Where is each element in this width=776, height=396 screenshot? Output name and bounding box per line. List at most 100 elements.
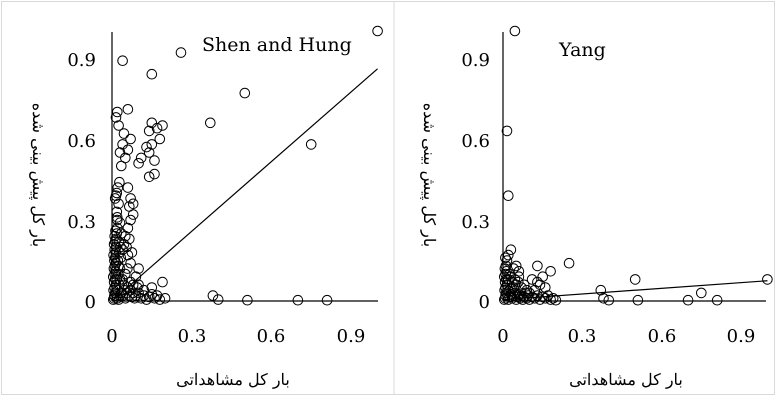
y-tick-labels: 0 0.3 0.6 0.9 <box>461 50 490 313</box>
data-point <box>157 276 168 288</box>
data-point <box>159 293 171 304</box>
data-point <box>503 249 514 261</box>
data-point <box>133 287 144 299</box>
x-tick-labels: 0 0.3 0.6 0.9 <box>497 326 755 347</box>
data-point <box>114 274 126 285</box>
data-point <box>117 55 128 67</box>
data-point <box>117 244 128 255</box>
points-group <box>499 25 773 306</box>
trendline <box>111 68 378 302</box>
data-point <box>212 294 224 305</box>
data-point <box>518 279 530 291</box>
data-point <box>135 152 147 164</box>
data-point <box>110 225 121 237</box>
data-point <box>133 158 144 169</box>
data-point <box>122 144 134 156</box>
x-axis-label: بار کل مشاهداتی <box>176 370 290 389</box>
data-point <box>529 293 541 304</box>
data-point <box>509 25 521 37</box>
data-point <box>711 294 723 306</box>
y-tick-label: 0.6 <box>461 131 490 152</box>
data-point <box>157 120 168 131</box>
data-point <box>118 239 130 250</box>
data-point <box>143 147 155 158</box>
data-point <box>524 287 535 299</box>
data-point <box>117 139 128 150</box>
y-tick-label: 0.6 <box>67 131 96 152</box>
data-point <box>507 276 518 288</box>
data-point <box>762 274 773 285</box>
data-point <box>143 125 155 137</box>
data-point <box>120 268 131 280</box>
data-point <box>510 260 522 272</box>
points-group <box>108 25 383 306</box>
data-point <box>595 284 607 296</box>
x-tick-label: 0 <box>497 326 508 347</box>
data-point <box>696 287 707 299</box>
data-point <box>109 230 120 242</box>
data-point <box>125 133 136 145</box>
data-point <box>133 263 144 274</box>
data-point <box>110 112 122 123</box>
data-point <box>598 293 609 304</box>
data-point <box>112 182 124 193</box>
data-point <box>122 222 134 234</box>
data-point <box>138 284 150 296</box>
scatter-panel-shen-hung: 0 0.3 0.6 0.9 0 0.3 0.6 0.9 Shen and Hun… <box>29 25 383 389</box>
data-point <box>563 257 575 269</box>
data-point <box>500 252 511 264</box>
data-point <box>151 122 163 134</box>
data-point <box>146 139 158 150</box>
data-point <box>133 279 144 291</box>
data-point <box>113 120 124 131</box>
x-tick-label: 0.9 <box>337 326 366 347</box>
data-point <box>508 263 519 274</box>
data-point <box>545 266 556 277</box>
x-tick-label: 0 <box>106 326 117 347</box>
data-point <box>534 279 546 291</box>
y-tick-label: 0.3 <box>461 212 490 233</box>
data-point <box>154 133 166 145</box>
data-point <box>114 217 126 228</box>
data-point <box>537 271 549 283</box>
data-point <box>112 106 123 118</box>
data-point <box>372 25 383 37</box>
data-point <box>149 155 160 166</box>
data-point <box>305 139 317 150</box>
data-point <box>526 274 538 285</box>
data-point <box>547 293 559 304</box>
x-tick-label: 0.3 <box>568 326 597 347</box>
x-tick-labels: 0 0.3 0.6 0.9 <box>106 326 365 347</box>
data-point <box>154 294 166 305</box>
chart-title: Yang <box>558 39 606 61</box>
data-point <box>146 68 158 80</box>
data-point <box>242 294 253 306</box>
y-tick-label: 0 <box>85 292 96 313</box>
data-point <box>122 263 133 274</box>
data-point <box>632 294 644 306</box>
data-point <box>108 249 119 261</box>
y-tick-label: 0.9 <box>67 50 96 71</box>
x-tick-label: 0.6 <box>648 326 677 347</box>
x-tick-label: 0.9 <box>727 326 756 347</box>
data-point <box>113 260 124 272</box>
x-tick-label: 0.6 <box>257 326 286 347</box>
data-point <box>143 171 155 183</box>
data-point <box>114 176 125 188</box>
y-tick-label: 0.9 <box>461 50 490 71</box>
data-point <box>120 230 131 242</box>
data-point <box>501 125 513 137</box>
data-point <box>115 241 126 253</box>
y-tick-label: 0 <box>479 292 490 313</box>
data-point <box>125 214 136 226</box>
data-point <box>146 117 158 129</box>
data-point <box>516 282 527 293</box>
data-point <box>125 193 136 204</box>
data-point <box>127 287 139 299</box>
data-point <box>114 147 126 158</box>
data-point <box>292 294 304 306</box>
data-point <box>149 293 160 304</box>
data-point <box>110 190 122 201</box>
